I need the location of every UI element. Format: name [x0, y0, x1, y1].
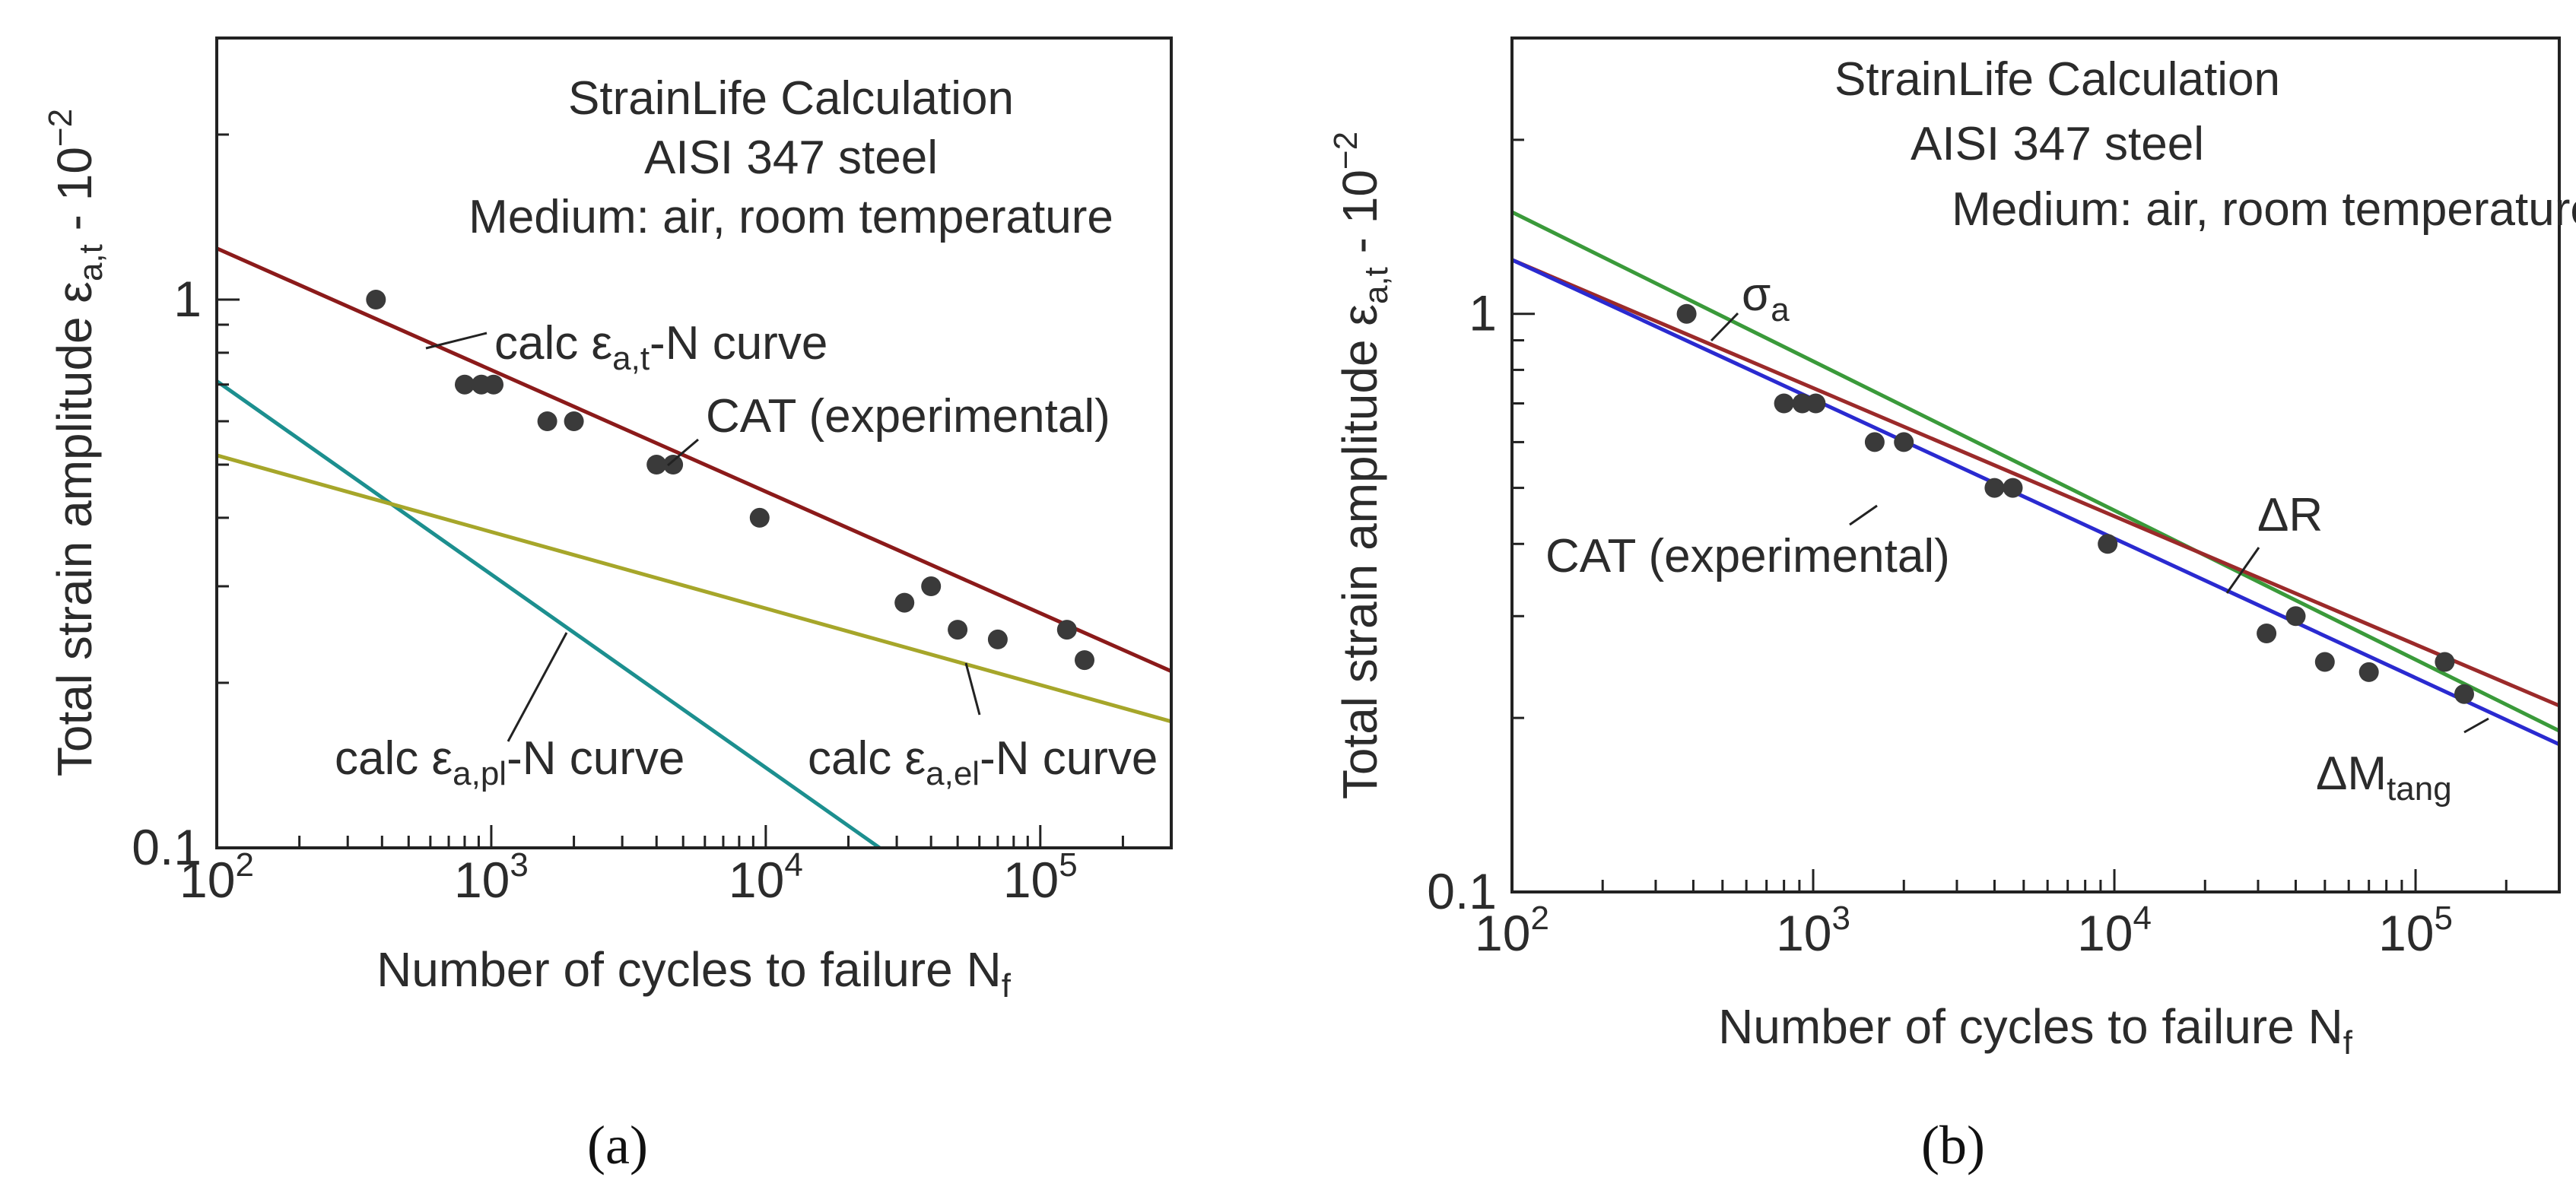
panel-b: 102 103 104 105 0.11 StrainLife Calculation…: [1327, 36, 2576, 1176]
panel-a-data-point: [646, 455, 667, 474]
panel-a-label-calc-plastic: calc εa,pl-N curve: [335, 732, 684, 792]
panel-b-plot-area: [1510, 36, 2561, 893]
panel-b-y-axis-title: Total strain amplitude εa,t - 10−2: [1327, 132, 1395, 799]
panel-a-x-ticks: 102 103 104 105: [179, 825, 1173, 908]
panel-a-label: (a): [587, 1115, 648, 1176]
panel-b-data-point: [2003, 478, 2023, 498]
panel-b-label: (b): [1921, 1115, 1985, 1176]
panel-b-data-point: [2435, 652, 2455, 672]
panel-b-leader-sigma: [1710, 312, 1739, 342]
panel-a-leader-plastic: [507, 632, 568, 742]
panel-b-data-point: [1894, 432, 1914, 452]
panel-b-data-point: [2098, 534, 2118, 554]
panel-b-leader-delta-r: [2225, 547, 2260, 594]
panel-a-plot-area: [215, 36, 1173, 850]
panel-a-label-experimental: CAT (experimental): [706, 390, 1110, 443]
panel-b-leader-delta-m: [2463, 717, 2489, 734]
panel-b-data-point: [1806, 393, 1826, 414]
panel-a-data-point: [948, 620, 968, 640]
panel-b-label-delta-r: ΔR: [2257, 489, 2323, 541]
panel-b-annotation-title: StrainLife Calculation: [1834, 53, 2280, 106]
panel-a-annotation-medium: Medium: air, room temperature: [469, 191, 1113, 243]
panel-a-x-tick-label: 103: [454, 846, 529, 908]
panel-a-data-point: [537, 411, 557, 431]
panel-a-series-line-calc-total: [215, 246, 1173, 673]
panel-b-series-line-series-1: [1511, 258, 2560, 708]
panel-a-experimental-points: [366, 290, 1094, 671]
panel-b-leader-experimental: [1849, 504, 1878, 526]
panel-b-series-line-series-2: [1510, 258, 2561, 747]
panel-a-y-tick-label: 0.1: [132, 819, 202, 875]
panel-b-data-point: [1864, 432, 1885, 452]
panel-a-data-point: [484, 374, 503, 395]
panel-a-x-tick-label: 102: [179, 846, 254, 908]
panel-b-x-tick-label: 103: [1776, 900, 1850, 961]
panel-b-y-tick-label: 1: [1469, 285, 1497, 341]
panel-a-data-point: [987, 629, 1008, 649]
panel-b-data-point: [1984, 478, 2005, 498]
panel-b-x-tick-label: 102: [1475, 900, 1549, 961]
panel-a-data-point: [1056, 620, 1077, 640]
panel-a-leader-elastic: [964, 662, 981, 716]
panel-a-annotation-title: StrainLife Calculation: [568, 72, 1014, 125]
panel-b-x-axis-title: Number of cycles to failure Nf: [1718, 999, 2353, 1062]
panel-b-label-delta-m: ΔMtang: [2316, 747, 2452, 808]
panel-a-x-tick-label: 104: [729, 846, 803, 908]
panel-b-data-point: [1774, 393, 1794, 414]
panel-b-data-point: [1676, 303, 1697, 324]
panel-b-data-point: [2454, 684, 2474, 704]
panel-b-label-experimental: CAT (experimental): [1545, 530, 1950, 582]
panel-a: 102 103 104 105 0.11 StrainLife Calculation…: [42, 36, 1173, 1176]
panel-b-y-ticks: 0.11: [1427, 36, 1535, 919]
panel-b-x-tick-label: 104: [2077, 900, 2152, 961]
panel-a-y-tick-label: 1: [173, 271, 202, 327]
panel-b-data-point: [2358, 662, 2379, 682]
panel-a-data-point: [663, 455, 684, 474]
panel-b-label-sigma: σa: [1742, 268, 1790, 328]
panel-a-x-axis-title: Number of cycles to failure Nf: [376, 942, 1012, 1005]
panel-a-label-calc-total: calc εa,t-N curve: [494, 317, 827, 377]
panel-a-x-tick-label: 105: [1003, 846, 1078, 908]
panel-a-data-point: [921, 576, 942, 596]
panel-b-x-ticks: 102 103 104 105: [1475, 869, 2561, 961]
panel-a-frame: [215, 36, 1173, 849]
panel-b-y-tick-label: 0.1: [1427, 863, 1497, 919]
panel-a-leader-total: [425, 332, 488, 350]
panel-a-data-point: [749, 507, 770, 528]
panel-b-series-line-series-0: [1510, 210, 2561, 733]
panel-b-x-tick-label: 105: [2378, 900, 2453, 961]
panel-a-data-point: [894, 592, 915, 613]
panel-b-annotation-medium: Medium: air, room temperature: [1952, 183, 2576, 236]
panel-b-annotation-material: AISI 347 steel: [1911, 118, 2204, 170]
panel-b-frame: [1510, 36, 2561, 893]
panel-a-y-axis-title: Total strain amplitude εa,t - 10−2: [42, 109, 110, 776]
panel-b-data-point: [2257, 624, 2277, 643]
panel-b-experimental-points: [1676, 303, 2474, 704]
panel-a-series-group: [215, 246, 1173, 850]
panel-a-data-point: [366, 290, 386, 309]
panel-a-series-line-calc-plastic: [215, 379, 881, 850]
panel-b-data-point: [2285, 606, 2306, 627]
panel-b-series-group: [1510, 210, 2561, 747]
panel-a-series-line-calc-elastic: [216, 453, 1172, 724]
panel-a-data-point: [1075, 650, 1094, 671]
panel-a-label-calc-elastic: calc εa,el-N curve: [808, 732, 1158, 792]
panel-a-data-point: [455, 374, 475, 395]
panel-a-y-ticks: 0.11: [132, 36, 240, 875]
panel-b-data-point: [2314, 652, 2335, 672]
panel-a-data-point: [564, 411, 584, 431]
panel-a-leader-experimental: [667, 438, 699, 467]
panel-a-annotation-material: AISI 347 steel: [644, 132, 938, 184]
